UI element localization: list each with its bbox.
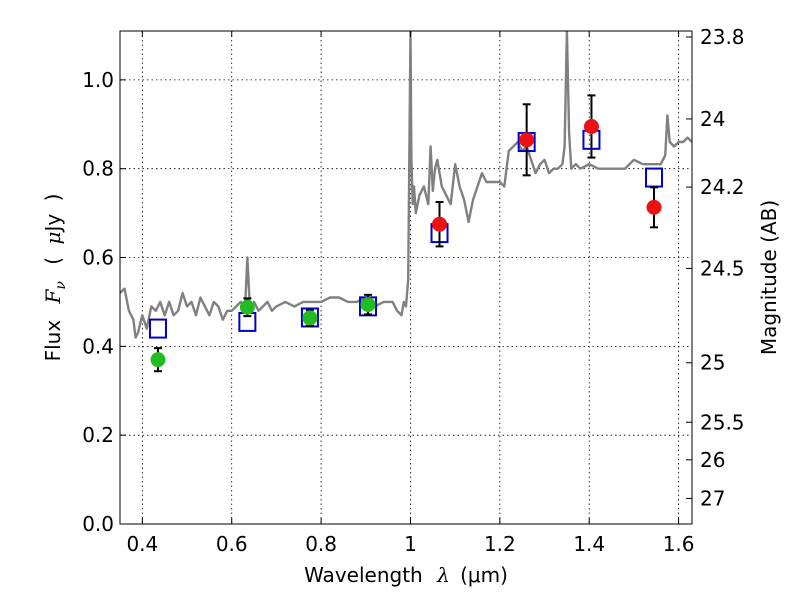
y2-tick-label: 25 (700, 351, 725, 375)
y-axis-label-unit: Jy (41, 214, 65, 234)
x-tick-label: 1.2 (484, 532, 516, 556)
y-axis-label: Flux Fν ( μJy ) (41, 194, 70, 362)
x-tick-label: 0.6 (216, 532, 248, 556)
observed-photometry-point (360, 297, 376, 313)
observed-photometry-point (519, 132, 535, 148)
y-tick-label: 0.8 (82, 157, 114, 181)
y2-axis-label: Magnitude (AB) (757, 200, 781, 355)
x-tick-label: 0.4 (126, 532, 158, 556)
observed-photometry-point (646, 199, 662, 215)
y-axis-label-subscript: ν (53, 281, 69, 290)
y-tick-label: 0.2 (82, 423, 114, 447)
y-tick-label: 0.4 (82, 334, 114, 358)
spectrum-line (120, 31, 692, 339)
observed-photometry-point (239, 299, 255, 315)
y2-tick-label: 24.5 (700, 256, 745, 280)
model-photometry-point (645, 167, 664, 188)
y2-tick-label: 23.8 (700, 25, 745, 49)
plot-area (120, 31, 692, 373)
observed-photometry-point (302, 310, 318, 326)
x-tick-label: 1 (404, 532, 417, 556)
grid-lines (120, 31, 692, 525)
y2-tick-label: 25.5 (700, 410, 745, 434)
y2-tick-label: 24 (700, 107, 725, 131)
y-tick-label: 1.0 (82, 68, 114, 92)
x-tick-label: 1.4 (573, 532, 605, 556)
plot-frame (119, 30, 693, 525)
x-axis-label: Wavelength λ (μm) (304, 563, 508, 587)
y-tick-label: 0.0 (82, 512, 114, 536)
x-axis-label-unit: (μm) (460, 563, 508, 587)
x-axis-label-prefix: Wavelength (304, 563, 423, 587)
observed-photometry-point (583, 118, 599, 134)
x-tick-label: 1.6 (663, 532, 695, 556)
x-axis-label-symbol: λ (436, 563, 450, 587)
y-axis-label-prefix: Flux (41, 320, 65, 362)
model-photometry-point (148, 318, 167, 339)
y-axis-label-unit-close: ) (41, 194, 65, 202)
x-tick-label: 0.8 (305, 532, 337, 556)
y2-tick-label: 27 (700, 486, 725, 510)
y-axis-label-unit-open: ( (41, 257, 65, 265)
y-axis-label-symbol: F (41, 288, 65, 304)
observed-photometry-point (432, 216, 448, 232)
y-tick-label: 0.6 (82, 246, 114, 270)
y2-tick-label: 24.2 (700, 175, 745, 199)
y-axis-label-unit-mu: μ (41, 232, 65, 245)
axis-ticks: 0.4 0.6 0.8 1 1.2 1.4 1.6 0.0 0.2 0.4 0.6 0.8 1.0 23.… (82, 25, 744, 556)
observed-photometry-point (150, 352, 166, 368)
y2-tick-label: 26 (700, 448, 725, 472)
